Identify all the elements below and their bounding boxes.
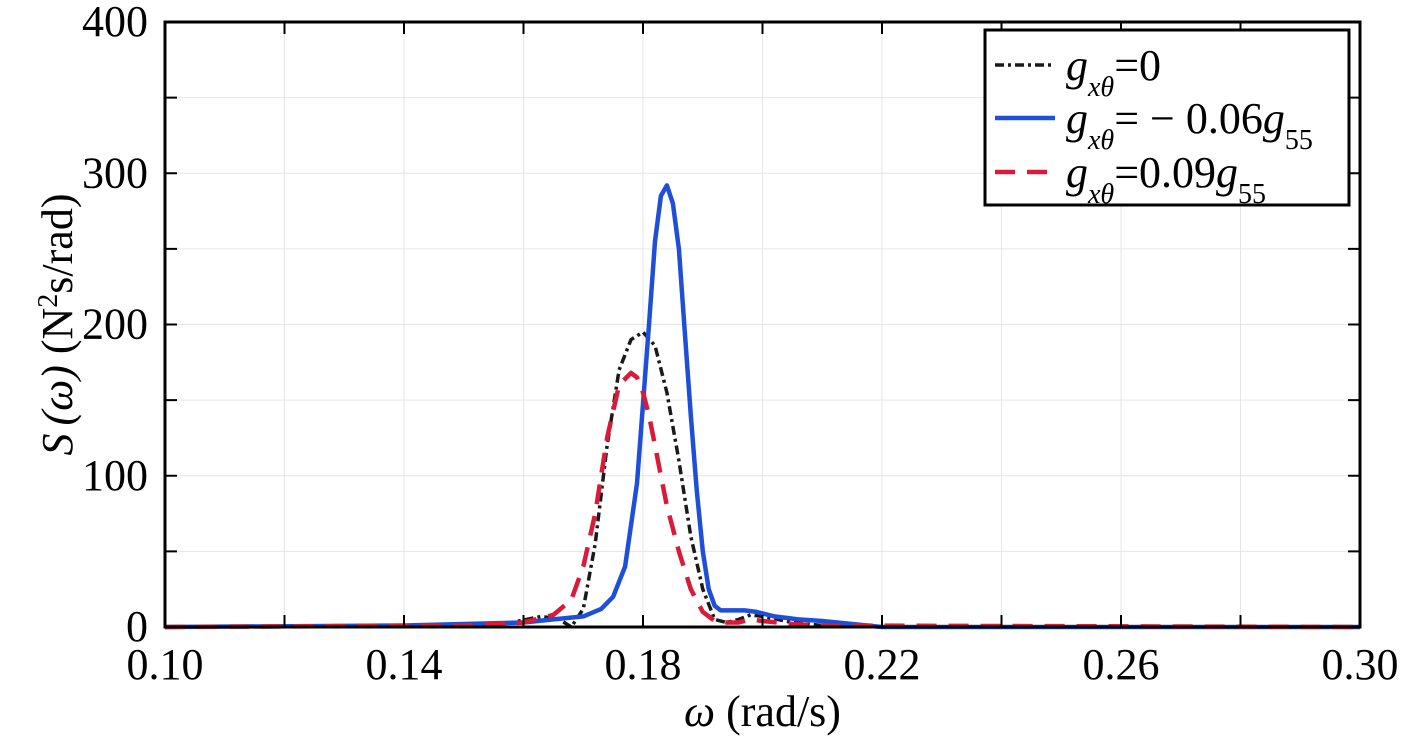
legend-sym-1: g xyxy=(1066,94,1088,143)
x-axis-unit: (rad/s) xyxy=(715,687,841,736)
series-line-2 xyxy=(164,370,1361,630)
x-tick-label: 0.10 xyxy=(127,640,204,689)
y-tick-label: 200 xyxy=(82,300,148,349)
legend-sub2-1: 55 xyxy=(1285,125,1313,156)
legend: gxθ=0 gxθ= − 0.06g55 gxθ=0.09g55 xyxy=(983,28,1351,210)
x-tick-label: 0.30 xyxy=(1322,640,1399,689)
legend-sub2-2: 55 xyxy=(1238,179,1266,210)
legend-sym-2: g xyxy=(1066,148,1088,197)
y-tick-label: 0 xyxy=(126,602,148,651)
legend-sym2-2: g xyxy=(1216,148,1238,197)
legend-rest-2: =0.09 xyxy=(1114,148,1216,197)
tick-labels: 0.10 0.14 0.18 0.22 0.26 0.30 0 100 200 300 400 xyxy=(82,0,1399,689)
x-tick-label: 0.26 xyxy=(1083,640,1160,689)
legend-sym-0: g xyxy=(1066,41,1088,90)
legend-rest-0: =0 xyxy=(1114,41,1161,90)
series-layer xyxy=(164,183,1361,630)
legend-entry-2: gxθ=0.09g55 xyxy=(1066,148,1266,210)
legend-sub-0: xθ xyxy=(1087,72,1114,103)
y-axis-title: S (ω) (N2s/rad) xyxy=(33,194,83,456)
y-axis-unit-sup: 2 xyxy=(33,294,64,308)
legend-rest-1: = − 0.06 xyxy=(1114,94,1263,143)
x-tick-label: 0.22 xyxy=(844,640,921,689)
x-axis-symbol: ω xyxy=(684,687,715,736)
y-tick-label: 300 xyxy=(82,148,148,197)
grid xyxy=(165,22,1360,627)
ticks xyxy=(164,21,1361,628)
legend-sym2-1: g xyxy=(1263,94,1285,143)
y-axis-symbol: S xyxy=(33,434,82,456)
series-line-1 xyxy=(164,183,1360,630)
x-tick-label: 0.18 xyxy=(605,640,682,689)
y-tick-label: 400 xyxy=(82,0,148,46)
series-line-0 xyxy=(164,330,1360,629)
legend-sub-1: xθ xyxy=(1087,125,1114,156)
x-tick-label: 0.14 xyxy=(366,640,443,689)
y-axis-unit-pre: (N xyxy=(33,308,82,365)
legend-entry-1: gxθ= − 0.06g55 xyxy=(1066,94,1313,156)
y-tick-label: 100 xyxy=(82,451,148,500)
legend-entry-0: gxθ=0 xyxy=(1066,41,1161,103)
y-axis-arg: (ω) xyxy=(33,365,82,425)
legend-sub-2: xθ xyxy=(1087,179,1114,210)
x-axis-title: ω (rad/s) xyxy=(684,687,841,736)
y-axis-unit-post: s/rad) xyxy=(33,194,82,294)
